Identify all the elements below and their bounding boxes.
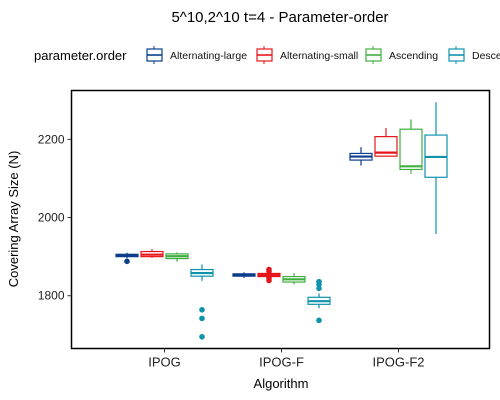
box [374, 136, 398, 157]
legend-label: Ascending [389, 50, 438, 62]
legend-item-alternating-large: Alternating-large [146, 46, 247, 64]
legend-label: Alternating-small [280, 50, 358, 62]
y-tick-label: 2200 [38, 132, 65, 146]
legend-label: Alternating-large [170, 50, 247, 62]
box [399, 128, 423, 171]
series-alternating-small [140, 128, 398, 284]
series-alternating-large [115, 147, 373, 279]
chart-title: 5^10,2^10 t=4 - Parameter-order [171, 9, 388, 26]
legend-title: parameter.order [34, 48, 127, 63]
x-axis-label: Algorithm [254, 376, 309, 391]
y-tick-label: 1800 [38, 289, 65, 303]
outlier-point [316, 278, 322, 285]
outlier-point [124, 258, 130, 265]
plot-panel [70, 89, 491, 350]
legend: Alternating-large Alternating-small Ascend… [146, 46, 500, 64]
boxplot-series [115, 102, 448, 340]
legend-label: Descending [472, 50, 500, 62]
outlier-point [316, 317, 322, 324]
x-tick-label: IPOG-F [259, 355, 304, 370]
series-descending [190, 102, 448, 340]
legend-item-alternating-small: Alternating-small [256, 46, 358, 64]
outlier-point [199, 333, 205, 340]
y-tick-label: 2000 [38, 211, 65, 225]
outlier-point [199, 315, 205, 322]
outlier-point [199, 307, 205, 313]
y-axis: 1800 2000 2200 [38, 132, 72, 303]
x-axis: IPOG IPOG-F IPOG-F2 [148, 348, 425, 370]
outlier-point [266, 275, 272, 281]
x-tick-label: IPOG [148, 355, 181, 370]
y-axis-label: Covering Array Size (N) [6, 151, 21, 288]
outlier-point [316, 285, 322, 292]
x-tick-label: IPOG-F2 [372, 355, 424, 370]
outlier-point [266, 266, 272, 273]
series-ascending [165, 119, 423, 285]
legend-item-descending: Descending [448, 46, 500, 64]
legend-item-ascending: Ascending [365, 46, 438, 64]
